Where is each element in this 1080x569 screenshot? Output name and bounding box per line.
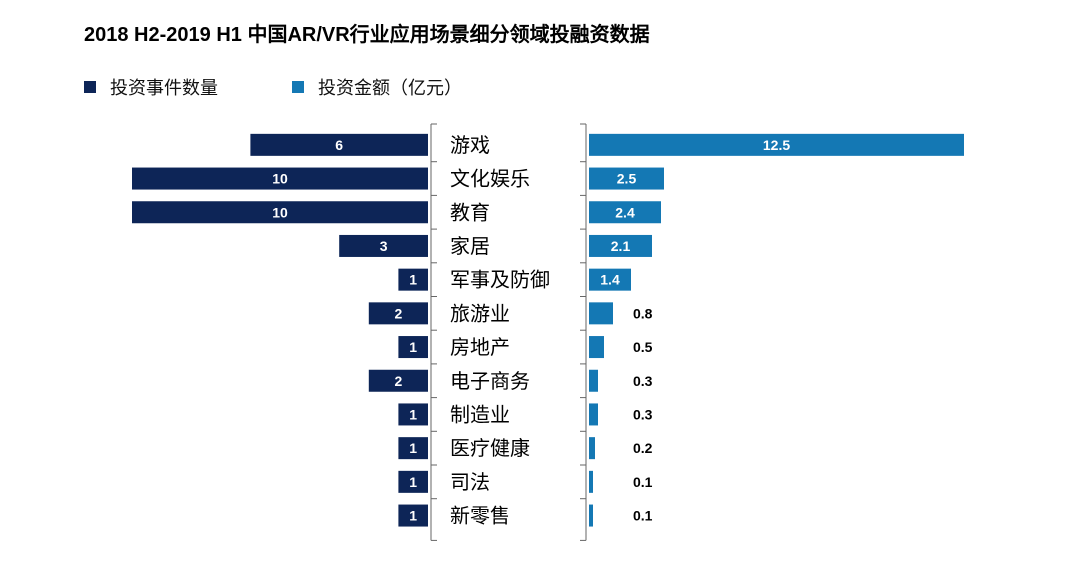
legend-label-event-count: 投资事件数量	[110, 78, 218, 98]
bar-amount	[589, 369, 598, 392]
data-label-event-count: 2	[395, 373, 403, 389]
bar-event-count	[132, 167, 428, 190]
data-label-event-count: 1	[409, 272, 417, 288]
data-label-amount: 2.4	[615, 204, 635, 220]
category-label: 旅游业	[450, 301, 510, 325]
bar-event-count	[398, 403, 428, 426]
category-label: 电子商务	[450, 369, 530, 393]
bar-amount	[589, 167, 664, 190]
data-label-amount: 2.1	[611, 238, 631, 254]
category-label: 家居	[450, 234, 490, 258]
data-label-event-count: 6	[335, 137, 343, 153]
category-label: 医疗健康	[450, 436, 530, 460]
data-label-amount: 1.4	[600, 272, 620, 288]
bar-amount	[589, 470, 593, 493]
bar-amount	[589, 234, 652, 257]
legend-swatch-amount	[292, 81, 304, 93]
data-label-event-count: 2	[395, 305, 403, 321]
bar-event-count	[368, 302, 428, 325]
data-label-amount: 0.1	[633, 474, 653, 490]
data-label-event-count: 3	[380, 238, 388, 254]
data-label-event-count: 1	[409, 508, 417, 524]
data-label-amount: 0.3	[633, 406, 653, 422]
data-label-amount: 0.5	[633, 339, 653, 355]
bar-event-count	[339, 234, 428, 257]
category-label: 文化娱乐	[450, 167, 530, 191]
chart-title: 2018 H2-2019 H1 中国AR/VR行业应用场景细分领域投融资数据	[84, 24, 650, 46]
category-label: 新零售	[450, 504, 510, 528]
legend-swatch-event-count	[84, 81, 96, 93]
data-label-event-count: 1	[409, 440, 417, 456]
bar-amount	[589, 302, 613, 325]
bar-amount	[589, 268, 631, 291]
bar-event-count	[398, 268, 428, 291]
data-label-event-count: 1	[409, 406, 417, 422]
bar-amount	[589, 133, 964, 156]
data-label-event-count: 10	[272, 204, 288, 220]
category-label: 教育	[450, 200, 490, 224]
legend-label-amount: 投资金额（亿元）	[318, 78, 462, 98]
data-label-amount: 12.5	[763, 137, 790, 153]
data-label-amount: 2.5	[617, 171, 637, 187]
bar-amount	[589, 336, 604, 359]
category-label: 房地产	[450, 335, 510, 359]
legend-item-event-count: 投资事件数量	[84, 74, 218, 100]
bar-amount	[589, 437, 595, 460]
bar-event-count	[398, 504, 428, 527]
data-label-amount: 0.2	[633, 440, 653, 456]
category-label: 司法	[450, 470, 490, 494]
data-label-event-count: 1	[409, 339, 417, 355]
legend-item-amount: 投资金额（亿元）	[292, 74, 462, 100]
category-label: 游戏	[450, 133, 490, 157]
bar-amount	[589, 403, 598, 426]
bar-amount	[589, 201, 661, 224]
data-label-amount: 0.3	[633, 373, 653, 389]
bar-amount	[589, 504, 593, 527]
bar-event-count	[398, 336, 428, 359]
category-label: 军事及防御	[450, 268, 550, 292]
bar-event-count	[398, 437, 428, 460]
data-label-event-count: 1	[409, 474, 417, 490]
category-label: 制造业	[450, 402, 510, 426]
bar-event-count	[368, 369, 428, 392]
data-label-event-count: 10	[272, 171, 288, 187]
data-label-amount: 0.1	[633, 508, 653, 524]
bar-event-count	[250, 133, 428, 156]
data-label-amount: 0.8	[633, 305, 653, 321]
bar-event-count	[398, 470, 428, 493]
bar-event-count	[132, 201, 428, 224]
